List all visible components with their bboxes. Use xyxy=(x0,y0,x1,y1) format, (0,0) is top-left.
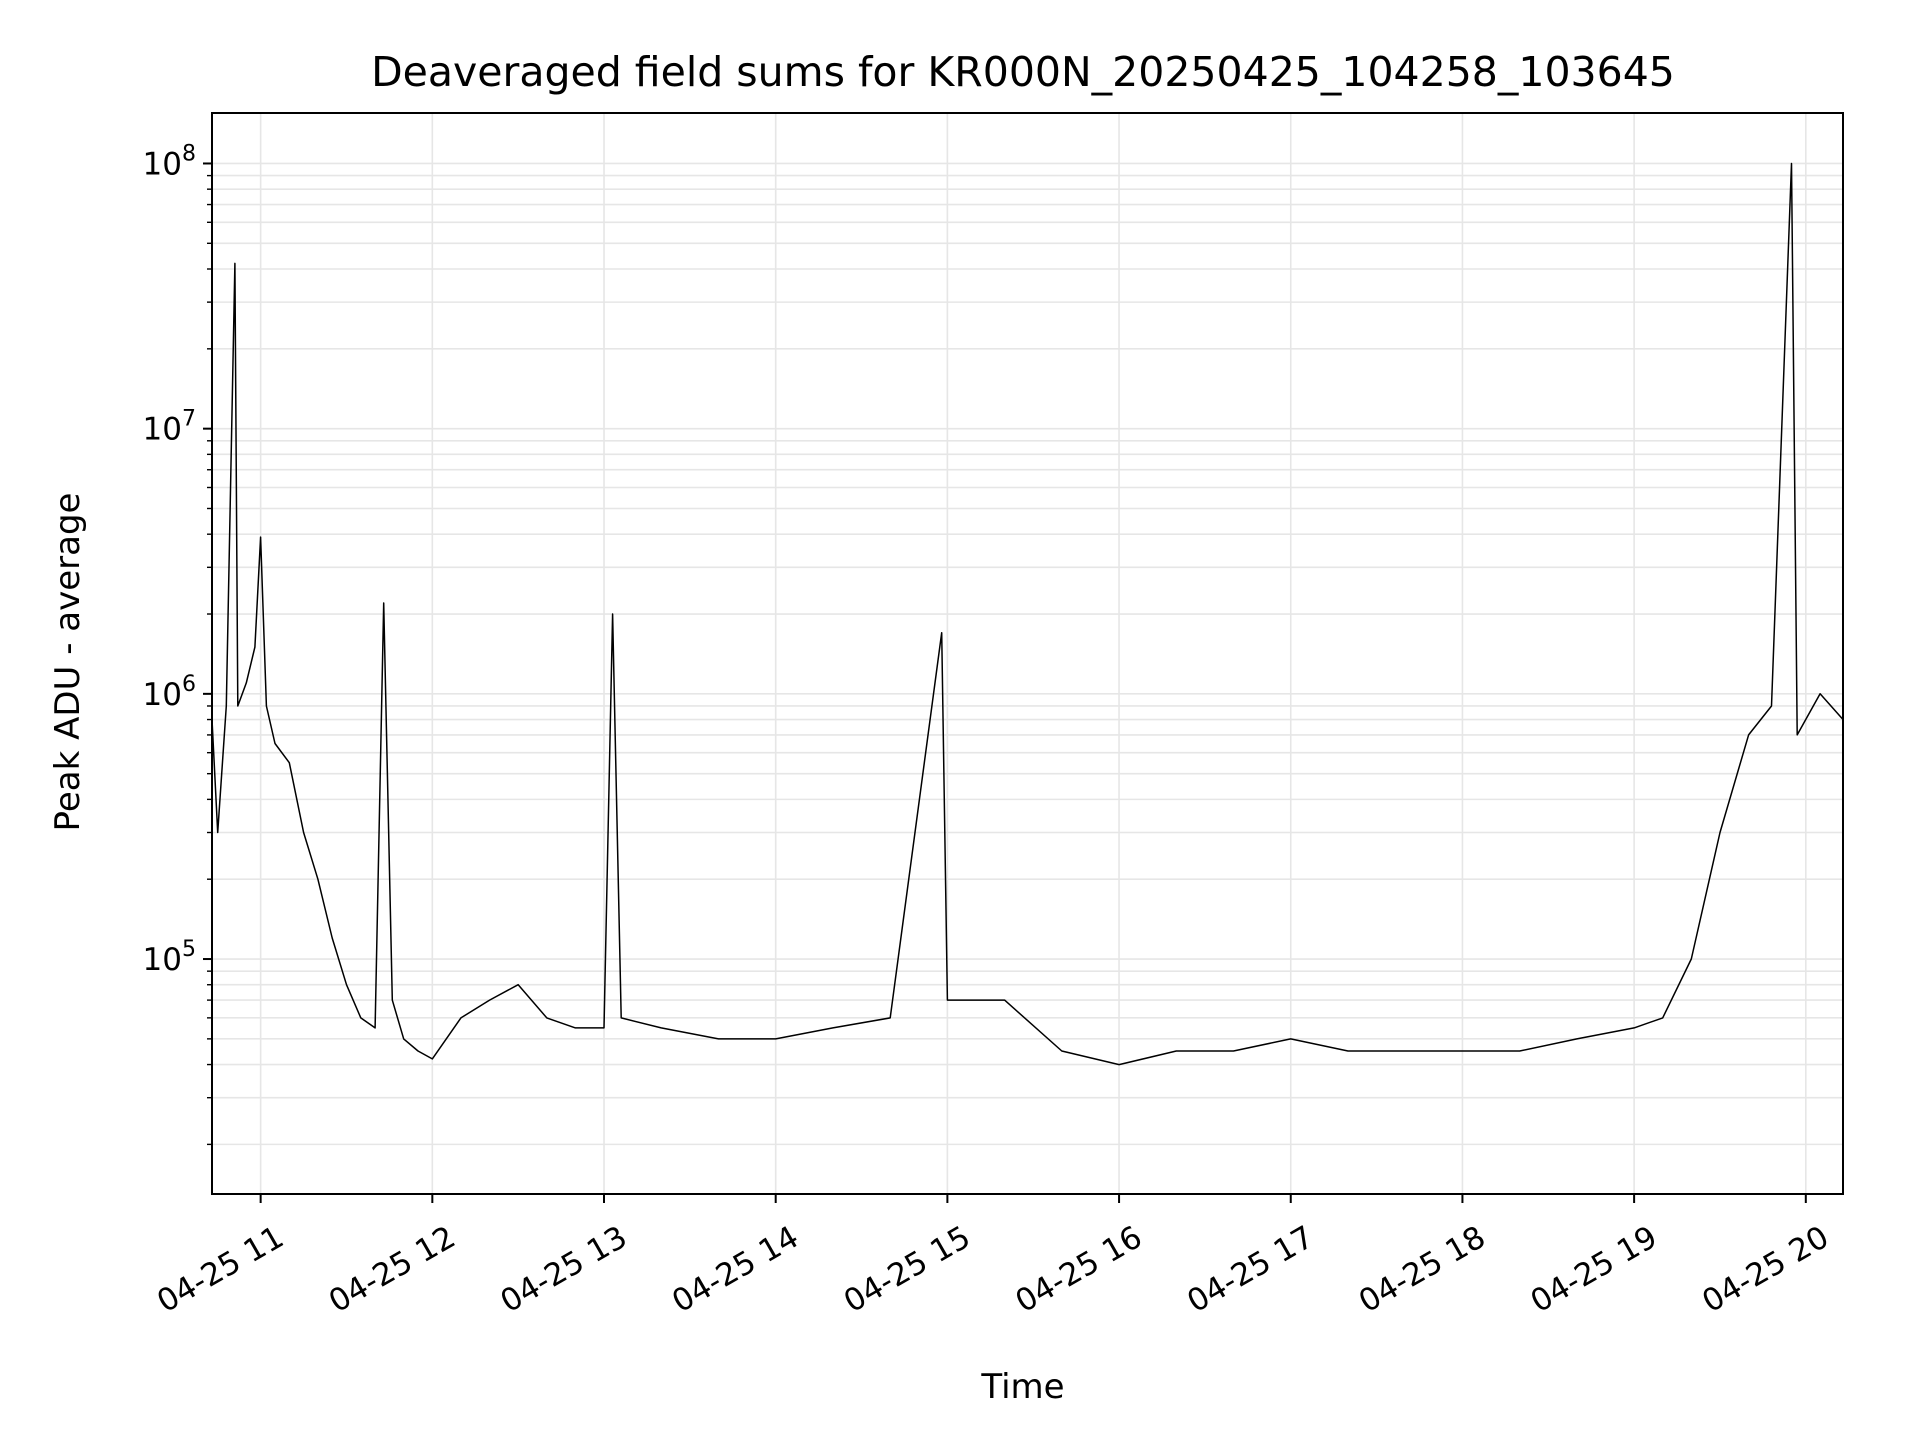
x-tick-label: 04-25 13 xyxy=(494,1219,633,1320)
x-tick-label: 04-25 16 xyxy=(1010,1219,1149,1320)
x-tick-label: 04-25 14 xyxy=(666,1219,805,1320)
data-line xyxy=(211,162,1844,1066)
y-tick-label: 108 xyxy=(143,141,196,182)
y-tick-label: 107 xyxy=(143,407,196,448)
y-tick-label: 106 xyxy=(143,672,196,713)
x-tick-label: 04-25 15 xyxy=(838,1219,977,1320)
x-tick-label: 04-25 12 xyxy=(323,1219,462,1320)
x-tick-label: 04-25 18 xyxy=(1353,1219,1492,1320)
x-tick-label: 04-25 20 xyxy=(1696,1219,1835,1320)
x-axis: 04-25 11 04-25 12 04-25 13 04-25 14 04-25 15… xyxy=(151,1194,1835,1320)
x-tick-label: 04-25 19 xyxy=(1525,1219,1664,1320)
series-line xyxy=(211,162,1844,1066)
y-tick-label: 105 xyxy=(143,937,196,978)
x-tick-label: 04-25 17 xyxy=(1181,1219,1320,1320)
chart-title: Deaveraged field sums for KR000N_2025042… xyxy=(371,48,1675,96)
grid xyxy=(212,113,1843,1194)
x-axis-label: Time xyxy=(980,1367,1064,1407)
plot-frame xyxy=(211,112,1844,1195)
y-axis-label: Peak ADU - average xyxy=(48,493,88,832)
y-axis: 105 106 107 108 xyxy=(143,141,212,1146)
x-tick-label: 04-25 11 xyxy=(151,1219,290,1320)
